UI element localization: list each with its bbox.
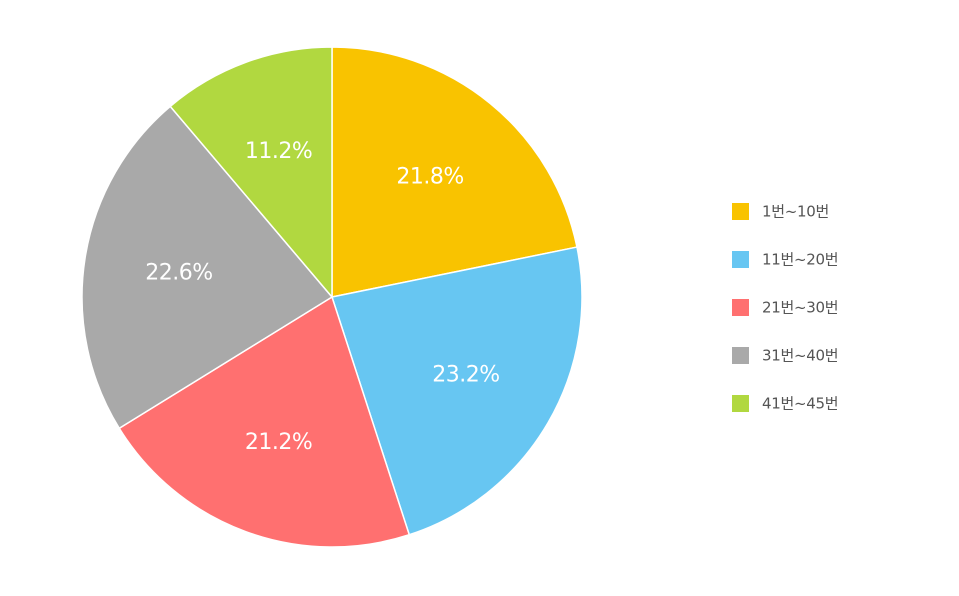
pie-slice-4 — [81, 105, 334, 430]
pie-slice-1 — [331, 46, 578, 298]
pie-slices — [81, 46, 583, 548]
legend-swatch-1 — [732, 203, 749, 220]
legend-item-3: 21번~30번 — [732, 299, 839, 317]
pie-slice-label-1: 21.8% — [396, 164, 463, 189]
pie-slice-label-2: 23.2% — [432, 363, 499, 388]
legend-item-5: 41번~45번 — [732, 395, 839, 413]
legend-item-1: 1번~10번 — [732, 203, 829, 221]
legend-item-4: 31번~40번 — [732, 347, 839, 365]
legend-swatch-5 — [732, 395, 749, 412]
pie-slice-labels: 21.8% 23.2% 21.2% 22.6% 11.2% — [145, 139, 500, 455]
legend: 1번~10번 11번~20번 21번~30번 31번~40번 41번~45번 — [732, 203, 839, 413]
legend-label-3: 21번~30번 — [762, 299, 838, 317]
legend-swatch-4 — [732, 347, 749, 364]
pie-slice-3 — [118, 295, 411, 548]
legend-swatch-3 — [732, 299, 749, 316]
pie-slice-label-4: 22.6% — [145, 260, 212, 285]
legend-label-2: 11번~20번 — [762, 251, 838, 269]
legend-label-1: 1번~10번 — [762, 203, 829, 221]
pie-slice-2 — [331, 246, 583, 536]
pie-slice-5 — [169, 46, 333, 300]
pie-slice-label-5: 11.2% — [245, 139, 312, 164]
legend-label-5: 41번~45번 — [762, 395, 838, 413]
pie-slice-label-3: 21.2% — [245, 430, 312, 455]
legend-item-2: 11번~20번 — [732, 251, 839, 269]
legend-label-4: 31번~40번 — [762, 347, 838, 365]
legend-swatch-2 — [732, 251, 749, 268]
